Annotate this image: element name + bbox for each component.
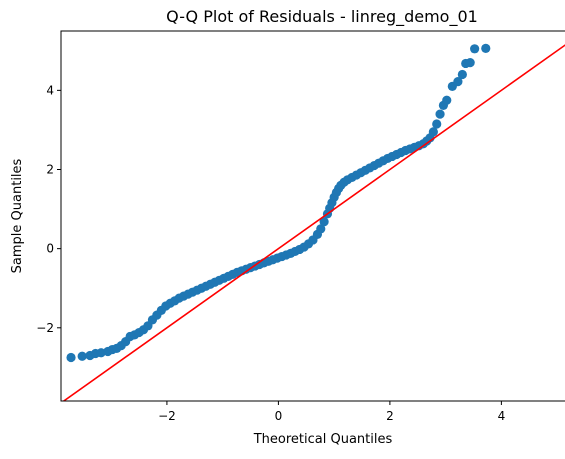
- data-point: [481, 43, 491, 54]
- axes-frame: [60, 30, 565, 402]
- y-tick-label: −2: [36, 321, 54, 335]
- data-point: [465, 58, 475, 68]
- x-tick-label: −2: [158, 409, 176, 423]
- y-axis-label: Sample Quantiles: [10, 158, 25, 273]
- reference-line-layer: [62, 44, 565, 401]
- data-point: [432, 119, 442, 129]
- data-points: [66, 43, 491, 363]
- y-tick-label: 2: [46, 163, 54, 177]
- chart-title: Q-Q Plot of Residuals - linreg_demo_01: [166, 7, 478, 27]
- x-tick-label: 4: [498, 409, 506, 423]
- reference-line: [62, 44, 565, 401]
- x-axis-label: Theoretical Quantiles: [253, 432, 393, 447]
- plot-area: [62, 43, 565, 401]
- data-point: [316, 224, 326, 234]
- y-tick-label: 0: [46, 242, 54, 256]
- data-point: [457, 69, 467, 80]
- data-point: [435, 109, 445, 119]
- y-axis: −2 0 2 4: [36, 83, 61, 335]
- data-point: [428, 127, 438, 137]
- y-tick-label: 4: [46, 83, 54, 97]
- x-tick-label: 0: [275, 409, 283, 423]
- data-point: [77, 351, 87, 361]
- data-point: [66, 352, 76, 363]
- data-point: [470, 44, 480, 54]
- data-point: [453, 77, 463, 87]
- data-point: [442, 95, 452, 105]
- x-axis: −2 0 2 4: [158, 401, 505, 423]
- x-tick-label: 2: [386, 409, 394, 423]
- data-point: [319, 217, 329, 227]
